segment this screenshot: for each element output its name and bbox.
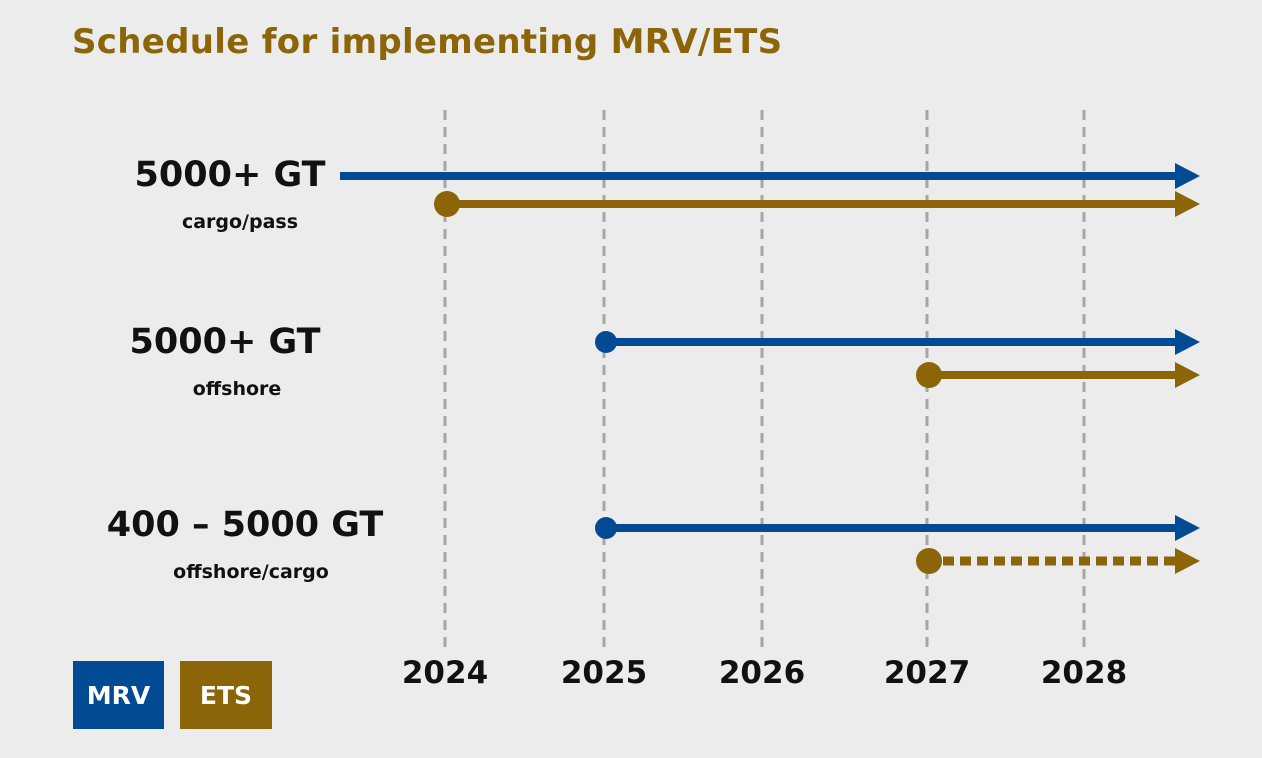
category-label-main: 5000+ GT <box>134 155 326 195</box>
arrowhead <box>1175 362 1200 388</box>
start-marker <box>595 517 617 539</box>
x-tick-label: 2028 <box>1040 655 1128 691</box>
category-label-main: 5000+ GT <box>129 322 321 362</box>
category-label-main: 400 – 5000 GT <box>106 505 384 545</box>
x-tick-label: 2024 <box>401 655 489 691</box>
category-label-sub: offshore <box>192 378 282 400</box>
legend-mrv: MRV <box>73 661 164 729</box>
category-label-sub: offshore/cargo <box>173 561 329 583</box>
x-tick-label: 2025 <box>560 655 648 691</box>
arrowhead <box>1175 191 1200 217</box>
category-label-sub: cargo/pass <box>181 211 299 233</box>
arrowhead <box>1175 548 1200 574</box>
arrowhead <box>1175 163 1200 189</box>
arrowhead <box>1175 329 1200 355</box>
x-tick-label: 2027 <box>883 655 971 691</box>
legend-ets: ETS <box>180 661 272 729</box>
start-marker <box>916 362 942 388</box>
start-marker <box>916 548 942 574</box>
start-marker <box>595 331 617 353</box>
start-marker <box>434 191 460 217</box>
chart-title: Schedule for implementing MRV/ETS <box>72 22 783 62</box>
arrowhead <box>1175 515 1200 541</box>
x-tick-label: 2026 <box>718 655 806 691</box>
